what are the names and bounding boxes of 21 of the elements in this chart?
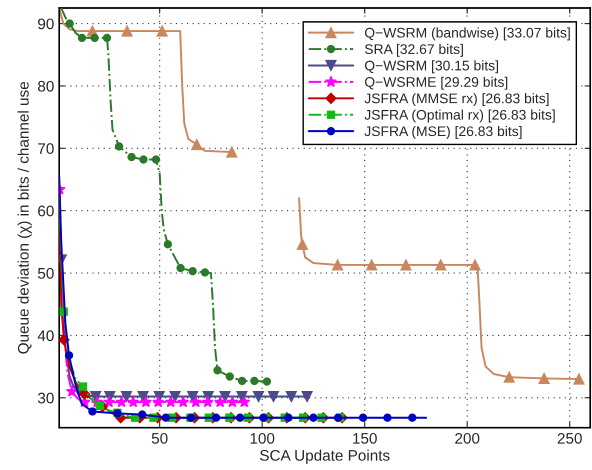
legend-label: JSFRA (MSE) [26.83 bits] [364, 126, 522, 139]
legend-label: JSFRA (MMSE rx) [26.83 bits] [364, 93, 549, 106]
x-tick-label: 250 [558, 432, 582, 444]
x-tick-label: 100 [250, 432, 274, 444]
y-tick-label: 50 [38, 268, 54, 279]
legend-label: Q−WSRME [29.29 bits] [364, 76, 508, 90]
legend-label: SRA [32.67 bits] [364, 44, 463, 57]
y-tick-label: 40 [38, 330, 54, 342]
y-tick-label: 70 [38, 143, 54, 154]
legend-label: Q−WSRM (bandwise) [33.07 bits] [364, 27, 570, 40]
y-tick-label: 60 [38, 206, 54, 216]
x-axis-title: SCA Update Points [260, 450, 390, 464]
x-tick-label: 200 [455, 432, 480, 444]
legend-label: Q−WSRM [30.15 bits] [364, 60, 498, 74]
legend-label: JSFRA (Optimal rx) [26.83 bits] [364, 110, 555, 122]
y-tick-label: 90 [38, 18, 54, 30]
x-tick-label: 50 [152, 432, 168, 444]
x-tick-label: 150 [353, 432, 377, 444]
y-axis-title: Queue deviation (χ) in bits / channel use [18, 82, 32, 354]
y-tick-label: 30 [38, 392, 54, 404]
y-tick-label: 80 [38, 80, 54, 92]
